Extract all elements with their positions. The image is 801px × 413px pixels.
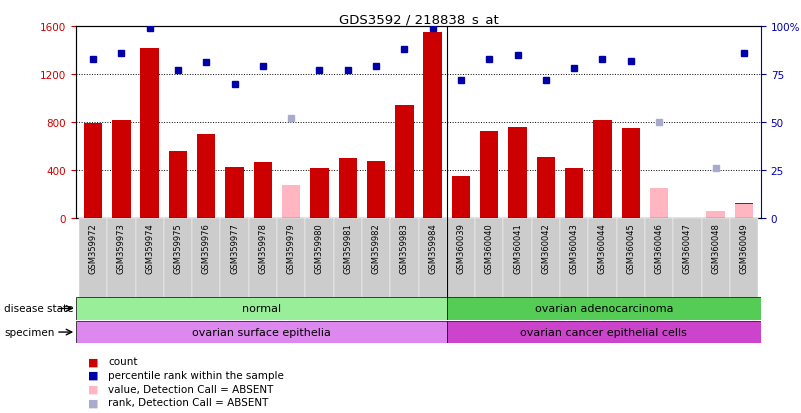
Bar xyxy=(334,219,362,299)
Text: GSM359978: GSM359978 xyxy=(259,223,268,274)
Bar xyxy=(560,219,588,299)
Text: GSM359982: GSM359982 xyxy=(372,223,380,273)
Bar xyxy=(310,169,328,219)
Bar xyxy=(277,219,305,299)
Bar xyxy=(112,121,131,219)
Bar xyxy=(76,297,447,320)
Bar xyxy=(225,167,244,219)
Bar xyxy=(622,129,640,219)
Bar xyxy=(617,219,645,299)
Text: GSM359981: GSM359981 xyxy=(344,223,352,273)
Bar xyxy=(537,158,555,219)
Text: GSM359977: GSM359977 xyxy=(230,223,239,274)
Bar xyxy=(164,219,192,299)
Text: GSM360043: GSM360043 xyxy=(570,223,578,274)
Bar xyxy=(107,219,135,299)
Text: rank, Detection Call = ABSENT: rank, Detection Call = ABSENT xyxy=(108,397,268,407)
Text: ■: ■ xyxy=(88,384,99,394)
Bar xyxy=(305,219,334,299)
Bar xyxy=(735,204,753,219)
Text: ■: ■ xyxy=(88,356,99,366)
Text: GSM359983: GSM359983 xyxy=(400,223,409,274)
Bar xyxy=(588,219,617,299)
Bar xyxy=(367,161,385,219)
Text: GSM360039: GSM360039 xyxy=(457,223,465,274)
Text: GSM360049: GSM360049 xyxy=(739,223,748,273)
Bar xyxy=(673,219,702,299)
Text: GSM359979: GSM359979 xyxy=(287,223,296,273)
Text: GSM360041: GSM360041 xyxy=(513,223,522,273)
Text: GSM360048: GSM360048 xyxy=(711,223,720,274)
Bar xyxy=(424,33,442,219)
Bar xyxy=(339,159,357,219)
Text: specimen: specimen xyxy=(4,327,54,337)
Text: ■: ■ xyxy=(88,397,99,407)
Bar xyxy=(702,219,730,299)
Bar xyxy=(650,189,668,219)
Bar xyxy=(395,106,413,219)
Bar xyxy=(254,162,272,219)
Text: GSM360046: GSM360046 xyxy=(654,223,663,274)
Bar xyxy=(447,219,475,299)
Bar xyxy=(452,177,470,219)
Bar xyxy=(169,152,187,219)
Bar xyxy=(447,297,761,320)
Text: ovarian adenocarcinoma: ovarian adenocarcinoma xyxy=(534,304,673,314)
Bar xyxy=(362,219,390,299)
Text: percentile rank within the sample: percentile rank within the sample xyxy=(108,370,284,380)
Bar xyxy=(140,48,159,219)
Bar xyxy=(480,131,498,219)
Bar xyxy=(509,128,527,219)
Text: GSM359980: GSM359980 xyxy=(315,223,324,273)
Text: GSM360045: GSM360045 xyxy=(626,223,635,273)
Text: GSM359975: GSM359975 xyxy=(174,223,183,273)
Bar xyxy=(594,121,612,219)
Title: GDS3592 / 218838_s_at: GDS3592 / 218838_s_at xyxy=(339,13,498,26)
Text: GSM359973: GSM359973 xyxy=(117,223,126,274)
Text: GSM360047: GSM360047 xyxy=(683,223,692,274)
Bar xyxy=(249,219,277,299)
Bar xyxy=(447,321,761,344)
Text: ovarian surface epithelia: ovarian surface epithelia xyxy=(192,327,331,337)
Bar xyxy=(84,124,103,219)
Bar xyxy=(735,203,753,219)
Text: ■: ■ xyxy=(88,370,99,380)
Text: count: count xyxy=(108,356,138,366)
Text: normal: normal xyxy=(242,304,281,314)
Bar xyxy=(282,185,300,219)
Bar xyxy=(390,219,418,299)
Bar xyxy=(79,219,107,299)
Text: disease state: disease state xyxy=(4,304,74,314)
Text: GSM359972: GSM359972 xyxy=(89,223,98,273)
Bar xyxy=(192,219,220,299)
Bar xyxy=(418,219,447,299)
Bar xyxy=(135,219,164,299)
Text: ovarian cancer epithelial cells: ovarian cancer epithelial cells xyxy=(521,327,687,337)
Text: value, Detection Call = ABSENT: value, Detection Call = ABSENT xyxy=(108,384,273,394)
Bar xyxy=(76,321,447,344)
Bar xyxy=(220,219,249,299)
Text: GSM360040: GSM360040 xyxy=(485,223,493,273)
Bar xyxy=(475,219,503,299)
Text: GSM359974: GSM359974 xyxy=(145,223,154,273)
Bar xyxy=(197,135,215,219)
Bar xyxy=(730,219,758,299)
Bar xyxy=(503,219,532,299)
Text: GSM359984: GSM359984 xyxy=(429,223,437,273)
Text: GSM360042: GSM360042 xyxy=(541,223,550,273)
Bar xyxy=(645,219,673,299)
Text: GSM360044: GSM360044 xyxy=(598,223,607,273)
Bar xyxy=(565,169,583,219)
Bar xyxy=(706,212,725,219)
Bar xyxy=(532,219,560,299)
Text: GSM359976: GSM359976 xyxy=(202,223,211,274)
